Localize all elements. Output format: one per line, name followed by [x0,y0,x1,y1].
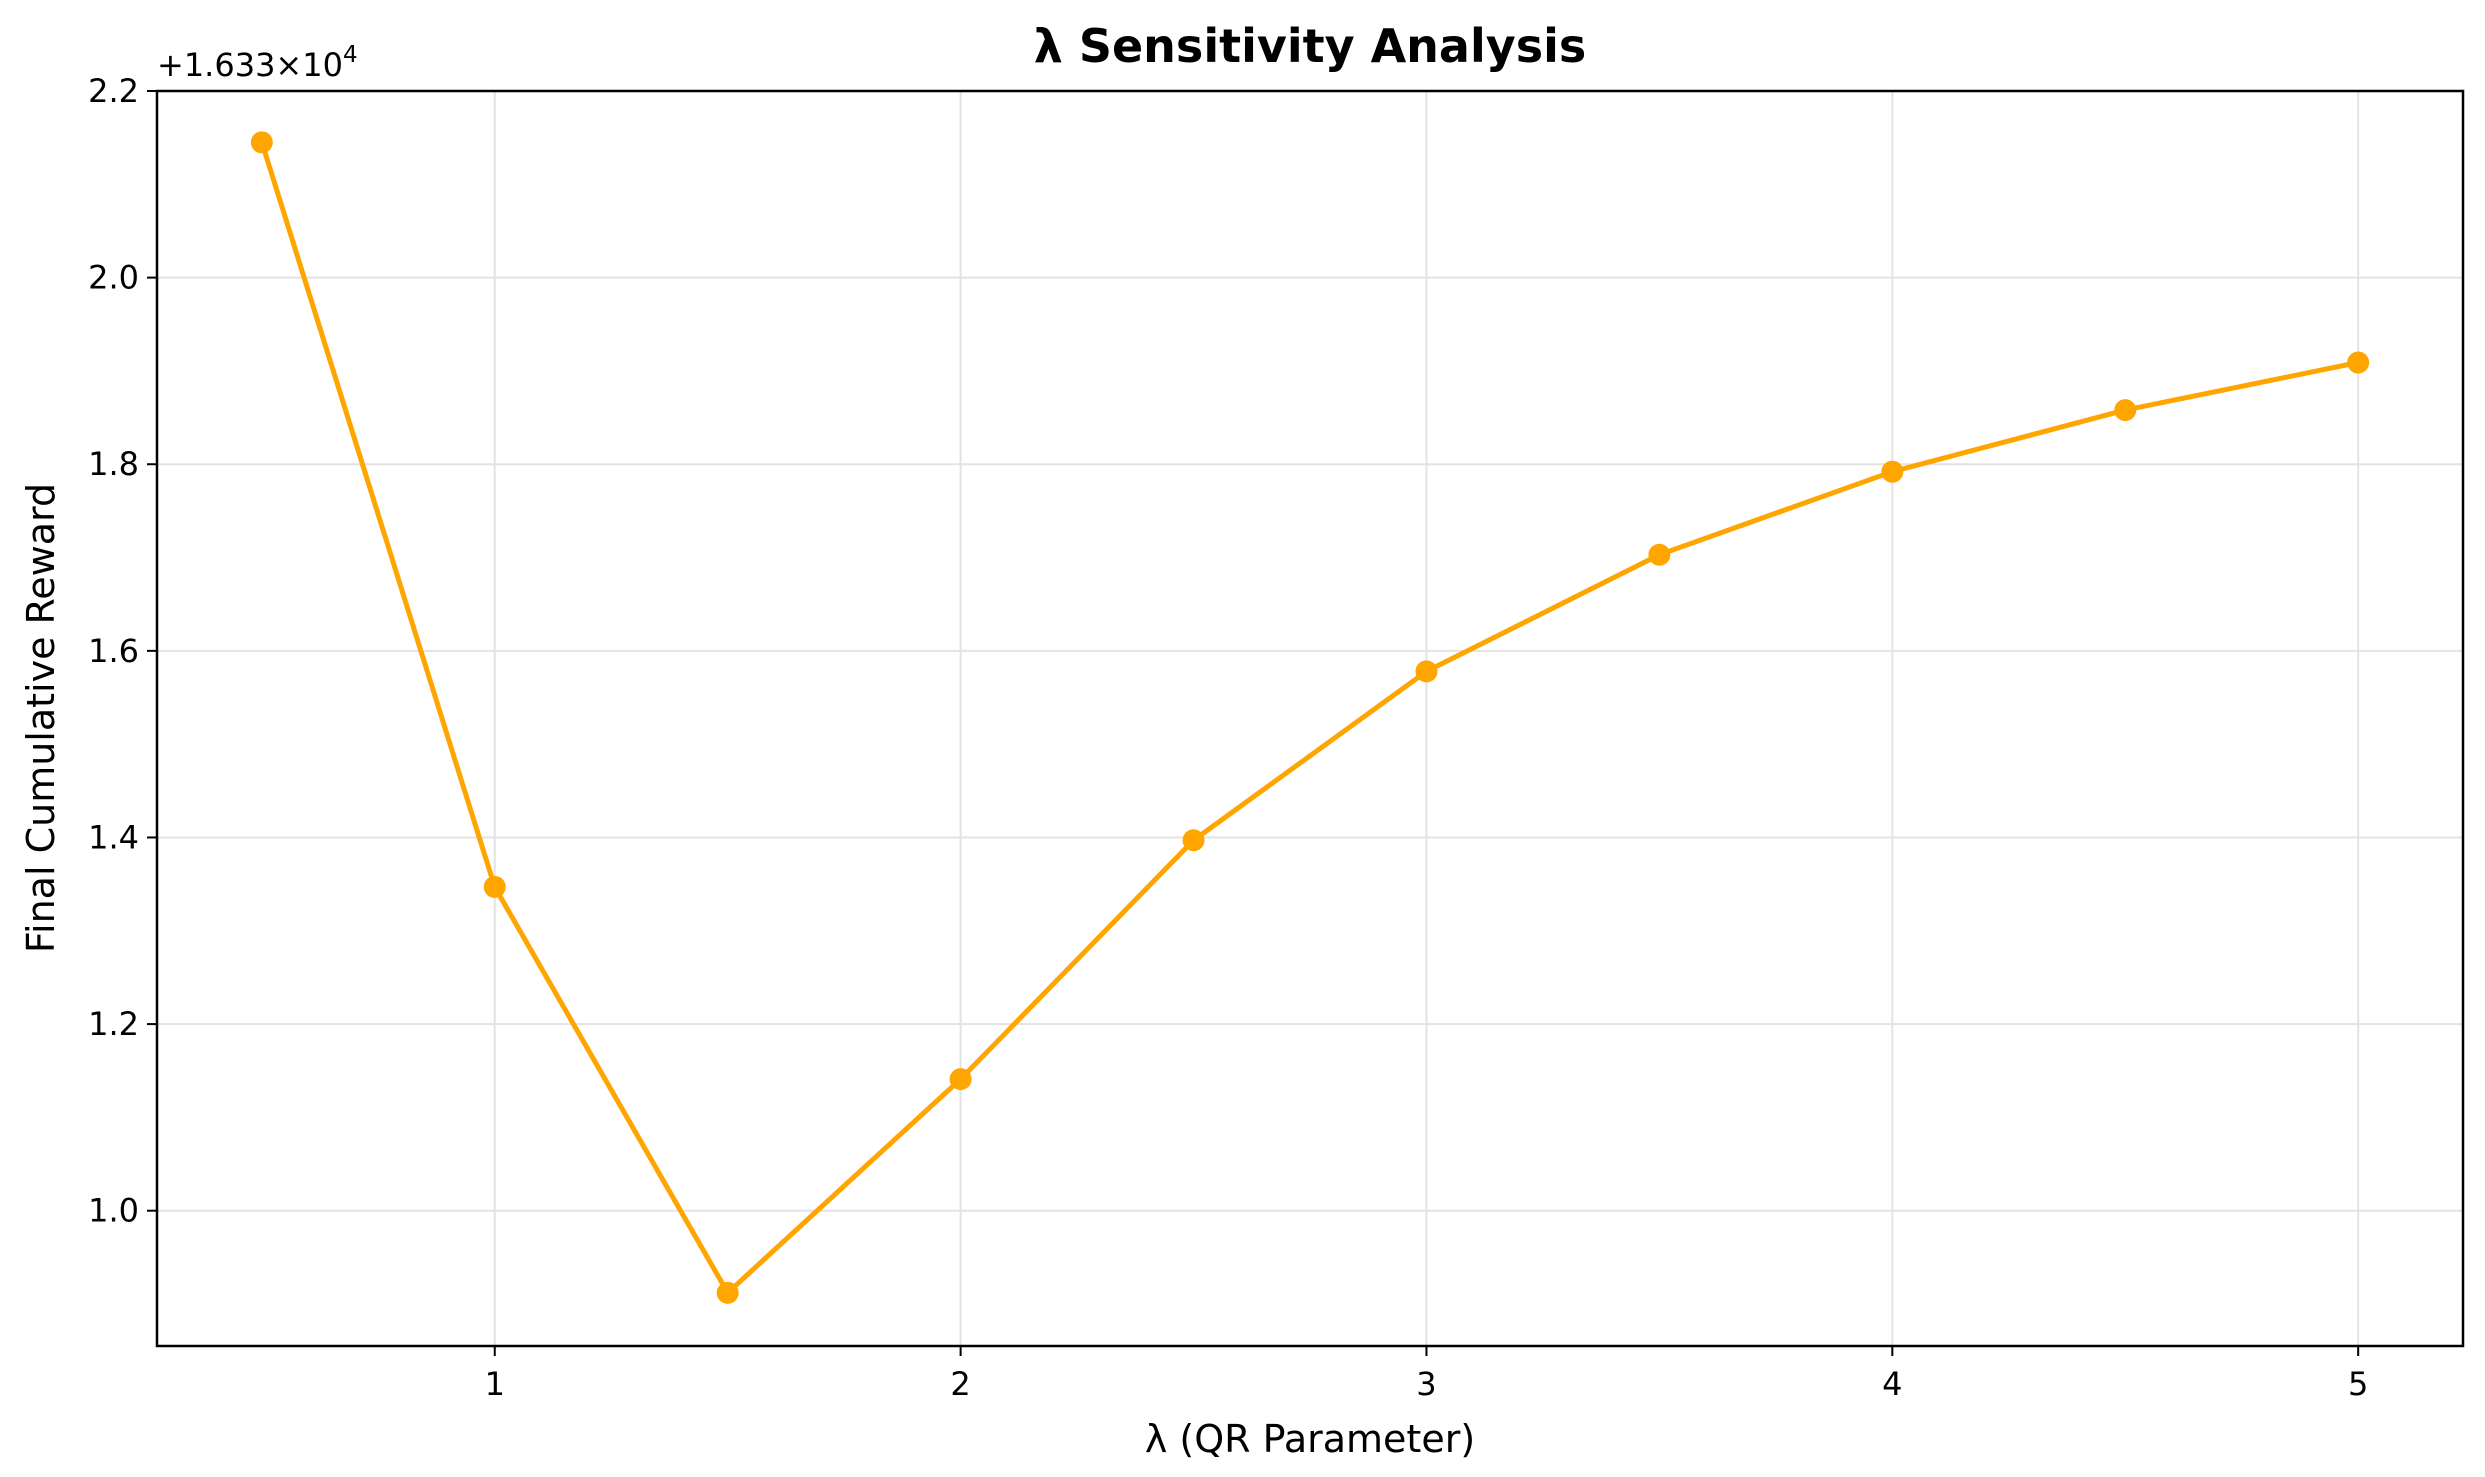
offset-label-exponent: 4 [343,42,358,68]
data-point [2114,399,2137,422]
data-point [2347,351,2370,374]
data-point [1415,660,1438,683]
x-axis-ticks: 1 2 3 4 5 [485,1346,2368,1403]
y-axis-ticks: 1.0 1.2 1.4 1.6 1.8 2.0 2.2 [88,72,157,1230]
series-markers [250,131,2370,1304]
data-point [1182,829,1205,852]
series-line [259,139,2361,1296]
x-tick-label: 5 [2348,1365,2368,1403]
x-tick-label: 1 [485,1365,505,1403]
x-tick-label: 2 [950,1365,970,1403]
y-tick-label: 1.8 [88,445,139,483]
chart-title: λ Sensitivity Analysis [1034,19,1587,73]
x-tick-label: 4 [1882,1365,1902,1403]
data-point [949,1068,972,1091]
y-tick-label: 1.0 [88,1192,139,1230]
y-axis-label: Final Cumulative Reward [19,483,63,953]
y-tick-label: 1.6 [88,632,139,670]
data-point [1648,543,1671,566]
y-tick-label: 2.2 [88,72,139,110]
offset-label-base: +1.633×10 [157,46,343,84]
y-tick-label: 2.0 [88,259,139,297]
x-tick-label: 3 [1416,1365,1436,1403]
data-point [250,131,273,154]
y-tick-label: 1.2 [88,1005,139,1043]
data-point [716,1281,739,1304]
plot-frame [155,89,2465,1348]
series-lines [259,139,2361,1296]
axis-offset-label: +1.633×104 [157,42,358,84]
data-point [1881,460,1904,483]
y-tick-label: 1.4 [88,818,139,856]
x-axis-label: λ (QR Parameter) [1145,1417,1475,1461]
data-point [483,875,506,898]
